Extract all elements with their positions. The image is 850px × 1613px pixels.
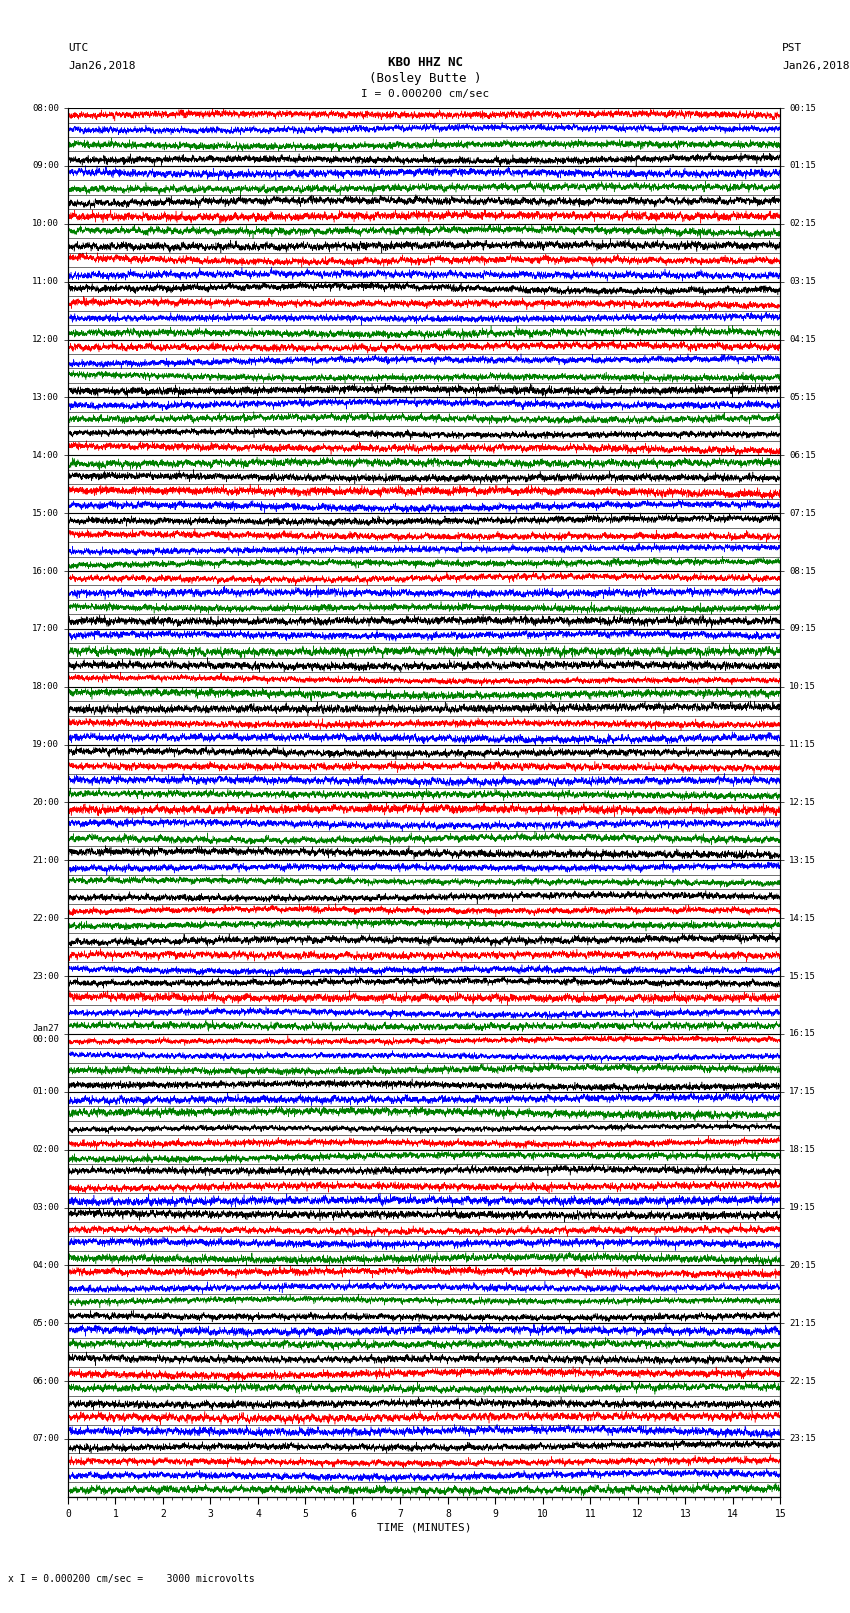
X-axis label: TIME (MINUTES): TIME (MINUTES) — [377, 1523, 472, 1532]
Text: (Bosley Butte ): (Bosley Butte ) — [369, 71, 481, 84]
Text: PST: PST — [782, 44, 802, 53]
Text: I = 0.000200 cm/sec: I = 0.000200 cm/sec — [361, 89, 489, 100]
Text: UTC: UTC — [68, 44, 88, 53]
Text: Jan26,2018: Jan26,2018 — [782, 61, 849, 71]
Text: KBO HHZ NC: KBO HHZ NC — [388, 55, 462, 69]
Text: x I = 0.000200 cm/sec =    3000 microvolts: x I = 0.000200 cm/sec = 3000 microvolts — [8, 1574, 255, 1584]
Text: Jan26,2018: Jan26,2018 — [68, 61, 135, 71]
